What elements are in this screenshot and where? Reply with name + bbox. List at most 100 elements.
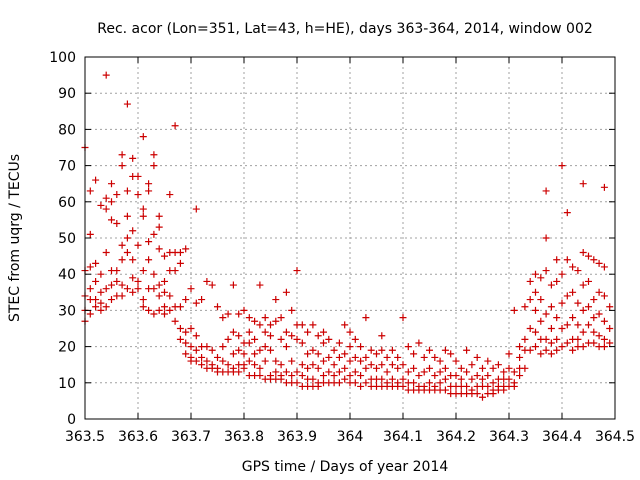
data-point <box>494 361 502 369</box>
x-tick-label: 364.4 <box>542 429 582 445</box>
data-point <box>537 296 545 304</box>
data-point <box>320 328 327 336</box>
data-point <box>108 296 115 304</box>
data-point <box>161 277 168 285</box>
data-point <box>314 332 322 340</box>
data-point <box>426 364 433 372</box>
data-point <box>526 277 534 285</box>
data-point <box>145 256 153 264</box>
data-point <box>341 364 349 372</box>
data-point <box>553 346 561 354</box>
data-point <box>267 321 274 329</box>
data-point <box>473 372 481 380</box>
data-point <box>171 267 179 275</box>
data-point <box>484 357 492 365</box>
data-point <box>463 382 471 390</box>
data-point <box>155 281 163 289</box>
data-point <box>532 343 539 351</box>
data-point <box>288 372 296 380</box>
data-point <box>373 350 380 358</box>
data-point <box>92 296 100 304</box>
data-point <box>208 281 216 289</box>
data-point <box>600 335 608 343</box>
data-point <box>161 310 168 318</box>
data-point <box>542 267 550 275</box>
data-point <box>256 346 264 354</box>
data-point <box>563 321 571 329</box>
data-point <box>500 368 508 376</box>
data-point <box>595 310 603 318</box>
data-point <box>463 368 471 376</box>
data-point <box>272 296 280 304</box>
data-point <box>155 292 163 300</box>
data-point <box>108 281 115 289</box>
data-point <box>585 277 592 285</box>
data-point <box>256 364 264 372</box>
data-point <box>272 357 280 365</box>
data-point <box>367 346 375 354</box>
data-point <box>187 325 195 332</box>
data-point <box>457 364 465 372</box>
data-point <box>553 277 561 285</box>
data-point <box>547 350 555 358</box>
data-point <box>335 368 343 376</box>
data-point <box>330 361 338 369</box>
data-point <box>171 122 179 130</box>
data-point <box>86 187 94 195</box>
data-point <box>436 368 444 376</box>
y-tick-label: 90 <box>58 86 76 102</box>
data-point <box>558 162 566 170</box>
data-point <box>108 216 115 224</box>
x-tick-label: 364.2 <box>436 429 476 445</box>
data-point <box>569 314 577 322</box>
data-point <box>468 375 476 383</box>
data-point <box>245 339 253 347</box>
data-point <box>532 288 539 296</box>
data-point <box>510 382 518 390</box>
data-point <box>97 288 105 296</box>
data-point <box>569 346 577 354</box>
data-point <box>600 343 608 351</box>
data-point <box>574 299 582 307</box>
data-point <box>606 303 614 311</box>
data-point <box>314 382 322 390</box>
data-point <box>129 154 137 162</box>
data-point <box>335 353 343 361</box>
data-point <box>590 339 598 347</box>
data-point <box>123 212 131 220</box>
data-point <box>441 346 449 354</box>
y-tick-label: 20 <box>58 340 76 356</box>
data-point <box>272 368 280 376</box>
data-point <box>192 299 200 307</box>
data-point <box>235 310 243 318</box>
data-point <box>277 361 285 369</box>
data-point <box>341 350 349 358</box>
x-tick-label: 364.1 <box>383 429 423 445</box>
data-point <box>415 372 423 380</box>
data-point <box>590 296 598 304</box>
data-point <box>97 299 105 307</box>
data-point <box>410 350 418 358</box>
data-point <box>489 379 497 387</box>
data-point <box>113 267 121 275</box>
x-tick-label: 364.5 <box>595 429 635 445</box>
data-point <box>139 296 147 304</box>
data-point <box>102 285 110 293</box>
data-point <box>102 248 110 256</box>
data-point <box>192 205 200 213</box>
data-point <box>97 270 105 278</box>
data-point <box>293 379 301 387</box>
data-point <box>113 220 121 228</box>
data-point <box>251 361 259 369</box>
data-point <box>510 306 518 314</box>
data-point <box>585 321 592 329</box>
data-point <box>166 191 174 199</box>
data-point <box>489 364 497 372</box>
data-point <box>452 357 460 365</box>
data-point <box>145 238 153 246</box>
data-point <box>563 339 571 347</box>
data-point <box>600 183 608 191</box>
data-point <box>590 256 598 264</box>
data-point <box>182 245 190 253</box>
